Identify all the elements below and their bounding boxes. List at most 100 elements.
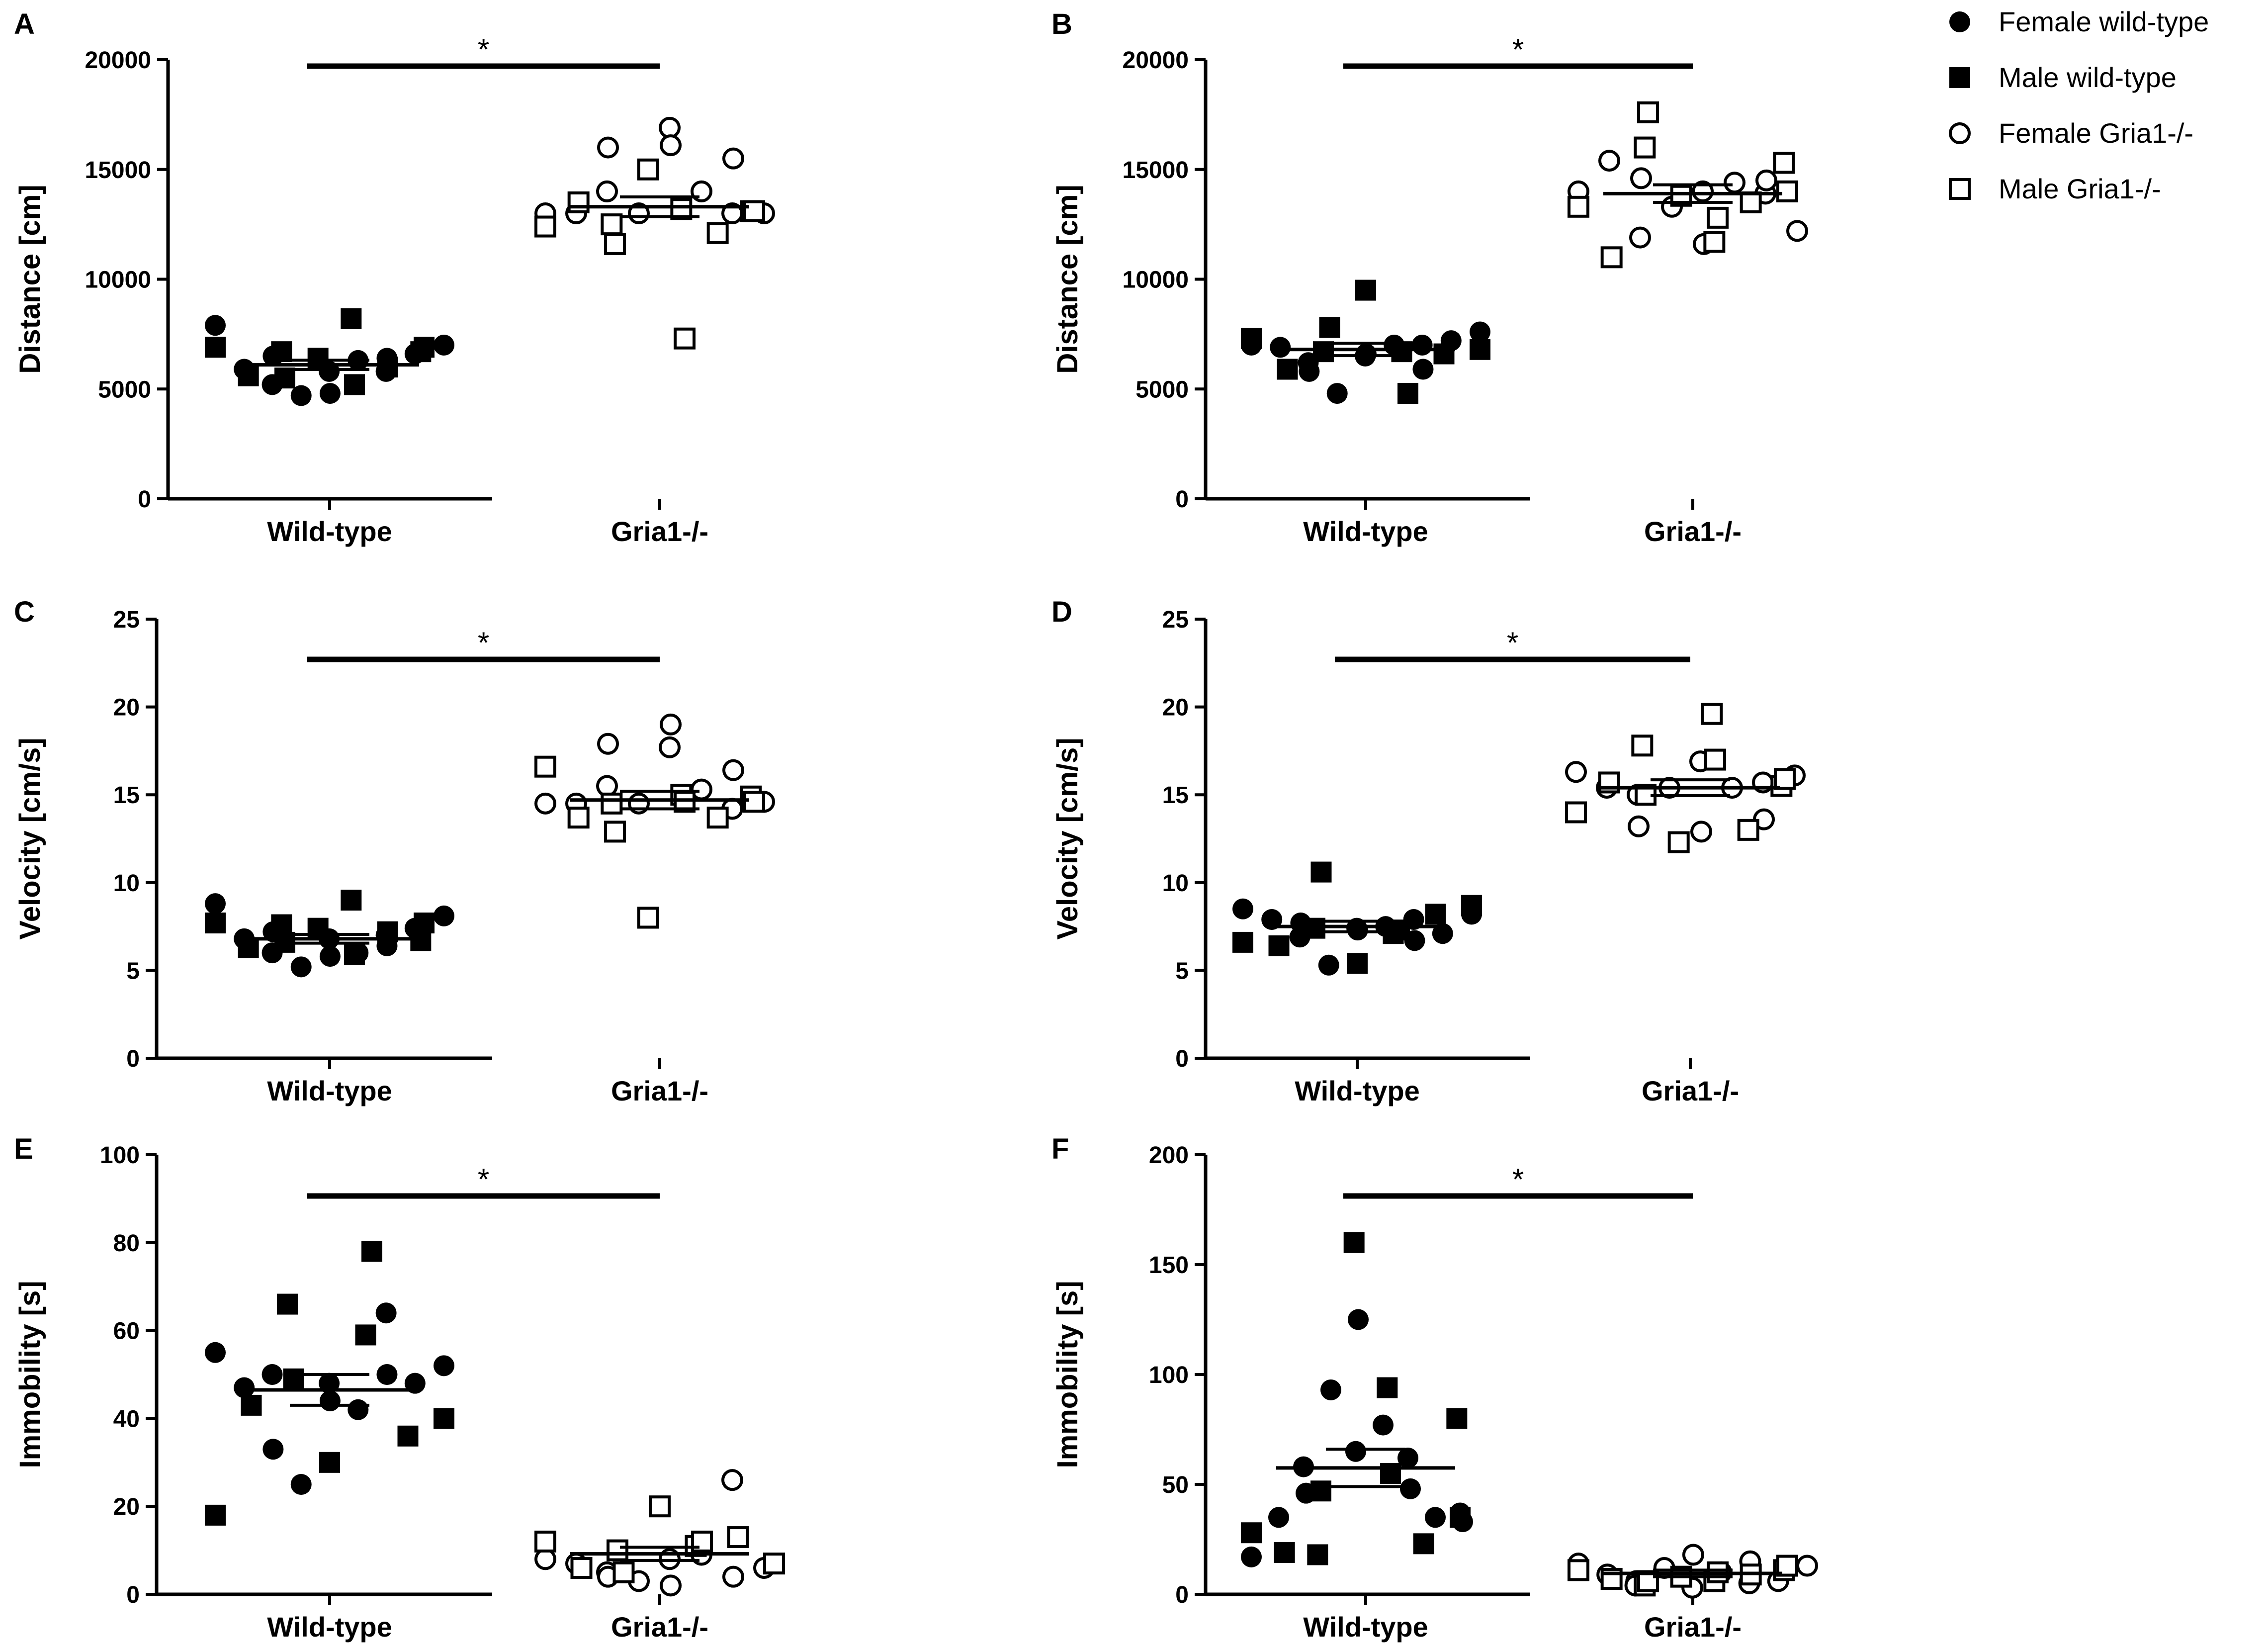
y-tick-label: 15 [113, 782, 140, 809]
legend-item: Female wild-type [1949, 6, 2209, 37]
panel-c: C 0 5 10 15 20 25 Wild-type Gria1-/- Velocity [cm… [14, 596, 775, 1106]
data-point [1268, 1507, 1289, 1528]
data-point [607, 1539, 628, 1561]
data-point [1737, 819, 1759, 841]
data-point [1411, 334, 1433, 356]
data-point [1628, 815, 1650, 837]
y-tick-label: 0 [126, 1582, 140, 1608]
data-point [1631, 734, 1654, 757]
data-point [601, 213, 623, 236]
data-point [434, 334, 454, 356]
data-point [674, 327, 696, 350]
panel-e: E 0 20 40 60 80 100 Wild-type Gria1-/- Immobility… [14, 1133, 785, 1643]
data-point [722, 147, 744, 170]
y-tick-label: 5 [126, 958, 140, 984]
data-point [660, 134, 682, 157]
data-point [1241, 1546, 1262, 1567]
y-tick-label: 10000 [1123, 267, 1189, 293]
data-point [262, 1364, 283, 1385]
x-category-label: Gria1-/- [611, 516, 708, 547]
data-point [604, 821, 626, 843]
panel-d: D 0 5 10 15 20 25 Wild-type Gria1-/- Velocity [cm… [1051, 596, 1806, 1106]
data-point [341, 308, 362, 329]
data-point [567, 191, 590, 213]
data-point [1310, 1480, 1331, 1502]
y-tick-label: 20 [1162, 695, 1189, 721]
data-point [377, 357, 398, 378]
data-point [1425, 1507, 1446, 1528]
data-point [660, 713, 682, 735]
y-tick-label: 25 [113, 607, 140, 633]
data-point [722, 759, 744, 781]
data-point [434, 1355, 454, 1376]
data-point [1692, 180, 1714, 202]
data-point [763, 1553, 785, 1575]
data-point [1320, 1379, 1341, 1400]
data-point [319, 1452, 340, 1473]
data-point [290, 1474, 312, 1495]
data-point [238, 365, 259, 386]
x-category-label: Wild-type [1303, 1611, 1428, 1643]
data-point [290, 385, 312, 406]
data-point [1786, 220, 1808, 242]
y-tick-label: 0 [138, 486, 151, 513]
data-point [1796, 1555, 1818, 1577]
data-point [649, 1495, 671, 1518]
panel-a: A 0 5000 10000 15000 20000 Wild-type Gria1-/- Di… [14, 8, 775, 547]
data-point [1704, 748, 1726, 771]
data-point [721, 1469, 743, 1491]
data-point [534, 755, 556, 778]
data-point [1707, 206, 1729, 229]
legend-marker [1949, 178, 1971, 200]
data-point [1380, 1463, 1401, 1484]
data-point [1319, 317, 1340, 338]
data-point [319, 946, 341, 967]
data-point [1667, 831, 1690, 853]
y-tick-label: 20000 [1123, 47, 1189, 74]
data-point [1634, 136, 1656, 159]
data-point [1318, 954, 1339, 976]
data-point [434, 1408, 454, 1429]
y-tick-label: 40 [113, 1406, 140, 1432]
data-point [1389, 919, 1410, 941]
data-point [375, 1302, 397, 1324]
panel-label: C [14, 596, 35, 628]
data-point [234, 1377, 255, 1398]
data-point [706, 807, 729, 829]
data-point [410, 930, 432, 951]
y-tick-label: 5 [1175, 958, 1189, 984]
data-point [348, 1399, 369, 1420]
significance-star: * [1507, 626, 1518, 659]
data-point [1446, 1408, 1468, 1429]
data-point [1776, 180, 1798, 202]
y-tick-label: 0 [1175, 1046, 1189, 1072]
data-point [290, 956, 312, 978]
data-point [414, 913, 435, 934]
data-point [743, 791, 765, 813]
data-point [1412, 359, 1434, 380]
significance-star: * [1512, 33, 1524, 66]
data-point [1268, 935, 1290, 956]
y-axis-title: Immobility [s] [14, 1281, 46, 1468]
legend-item: Male Gria1-/- [1949, 173, 2161, 204]
y-tick-label: 5000 [98, 376, 151, 403]
data-point [344, 944, 365, 965]
data-point [283, 1368, 304, 1389]
data-point [205, 913, 226, 934]
data-point [1433, 343, 1455, 365]
y-tick-label: 15000 [85, 157, 151, 183]
data-point [534, 792, 556, 815]
y-tick-label: 10000 [85, 267, 151, 293]
data-point [596, 775, 618, 797]
y-tick-label: 80 [113, 1230, 140, 1257]
data-point [1277, 359, 1298, 380]
legend-label: Female Gria1-/- [1999, 117, 2193, 149]
y-axis-title: Distance [cm] [14, 184, 46, 373]
data-point [397, 1425, 419, 1447]
data-point [743, 200, 765, 222]
data-point [1637, 101, 1659, 123]
data-point [601, 792, 623, 815]
data-point [1629, 226, 1651, 249]
legend-label: Male wild-type [1999, 62, 2177, 93]
data-point [341, 890, 362, 911]
